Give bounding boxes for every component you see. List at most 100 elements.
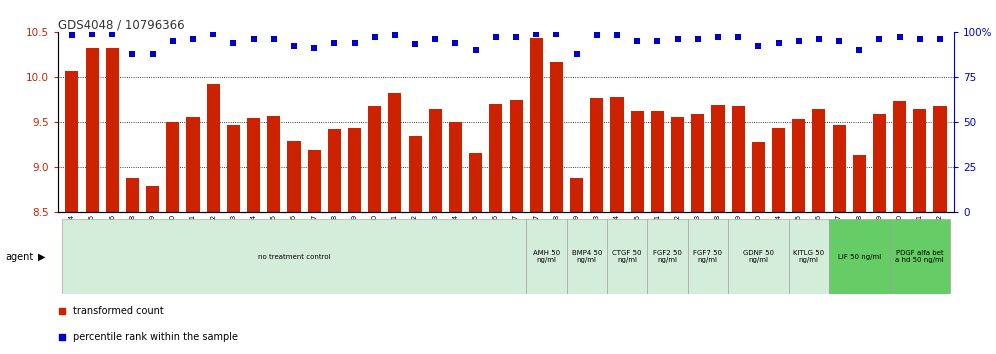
Bar bbox=[510, 101, 523, 354]
Bar bbox=[469, 153, 482, 354]
Bar bbox=[732, 106, 745, 354]
Bar bbox=[449, 122, 462, 354]
Bar bbox=[348, 127, 362, 354]
Point bbox=[891, 34, 907, 40]
Point bbox=[852, 47, 868, 53]
Bar bbox=[328, 129, 341, 354]
Bar bbox=[829, 219, 889, 294]
Bar bbox=[489, 104, 502, 354]
Point bbox=[669, 36, 685, 42]
Text: agent: agent bbox=[5, 252, 33, 262]
Bar bbox=[872, 114, 886, 354]
Point bbox=[750, 44, 766, 49]
Bar bbox=[106, 48, 119, 354]
Point bbox=[286, 44, 302, 49]
Bar bbox=[567, 219, 607, 294]
Point bbox=[387, 33, 403, 38]
Point bbox=[124, 51, 140, 56]
Point bbox=[165, 38, 181, 44]
Point bbox=[609, 33, 624, 38]
Bar bbox=[792, 119, 806, 354]
Text: ▶: ▶ bbox=[38, 252, 46, 262]
Bar bbox=[853, 155, 866, 354]
Point bbox=[831, 38, 847, 44]
Bar bbox=[526, 219, 567, 294]
Point bbox=[367, 34, 382, 40]
Point bbox=[407, 42, 423, 47]
Point bbox=[649, 38, 665, 44]
Bar bbox=[893, 101, 906, 354]
Bar bbox=[206, 84, 220, 354]
Point bbox=[447, 40, 463, 46]
Point bbox=[327, 40, 343, 46]
Bar bbox=[772, 127, 785, 354]
Bar bbox=[671, 117, 684, 354]
Text: PDGF alfa bet
a hd 50 ng/ml: PDGF alfa bet a hd 50 ng/ml bbox=[895, 250, 944, 263]
Text: GDNF 50
ng/ml: GDNF 50 ng/ml bbox=[743, 250, 774, 263]
Bar bbox=[913, 109, 926, 354]
Bar bbox=[62, 219, 526, 294]
Point bbox=[690, 36, 706, 42]
Bar bbox=[86, 48, 99, 354]
Point bbox=[569, 51, 585, 56]
Point bbox=[710, 34, 726, 40]
Point bbox=[730, 34, 746, 40]
Bar bbox=[607, 219, 647, 294]
Bar bbox=[647, 219, 687, 294]
Bar bbox=[125, 178, 139, 354]
Bar bbox=[611, 97, 623, 354]
Point bbox=[64, 33, 80, 38]
Point bbox=[347, 40, 363, 46]
Bar bbox=[687, 219, 728, 294]
Text: FGF7 50
ng/ml: FGF7 50 ng/ml bbox=[693, 250, 722, 263]
Bar bbox=[711, 105, 724, 354]
Point bbox=[266, 36, 282, 42]
Bar bbox=[166, 122, 179, 354]
Bar bbox=[752, 142, 765, 354]
Point bbox=[811, 36, 827, 42]
Point bbox=[549, 31, 565, 36]
Text: GDS4048 / 10796366: GDS4048 / 10796366 bbox=[58, 19, 184, 32]
Point bbox=[872, 36, 887, 42]
Bar bbox=[408, 136, 421, 354]
Bar bbox=[66, 71, 79, 354]
Bar bbox=[728, 219, 789, 294]
Text: no treatment control: no treatment control bbox=[258, 254, 331, 259]
Point bbox=[105, 31, 121, 36]
Point bbox=[791, 38, 807, 44]
Bar bbox=[691, 114, 704, 354]
Bar bbox=[789, 219, 829, 294]
Point bbox=[144, 51, 160, 56]
Text: FGF2 50
ng/ml: FGF2 50 ng/ml bbox=[653, 250, 682, 263]
Point bbox=[589, 33, 605, 38]
Text: KITLG 50
ng/ml: KITLG 50 ng/ml bbox=[793, 250, 825, 263]
Point bbox=[508, 34, 524, 40]
Bar bbox=[388, 93, 401, 354]
Bar bbox=[650, 111, 664, 354]
Bar bbox=[308, 150, 321, 354]
Point bbox=[932, 36, 948, 42]
Bar bbox=[833, 125, 846, 354]
Bar bbox=[146, 186, 159, 354]
Bar bbox=[530, 38, 543, 354]
Text: transformed count: transformed count bbox=[74, 306, 164, 316]
Point bbox=[246, 36, 262, 42]
Text: CTGF 50
ng/ml: CTGF 50 ng/ml bbox=[613, 250, 641, 263]
Bar bbox=[428, 109, 442, 354]
Bar bbox=[550, 62, 563, 354]
Bar bbox=[630, 111, 643, 354]
Point bbox=[185, 36, 201, 42]
Bar bbox=[267, 116, 280, 354]
Point bbox=[306, 45, 322, 51]
Point bbox=[771, 40, 787, 46]
Text: AMH 50
ng/ml: AMH 50 ng/ml bbox=[533, 250, 560, 263]
Bar bbox=[570, 178, 584, 354]
Point bbox=[205, 31, 221, 36]
Bar bbox=[227, 125, 240, 354]
Text: BMP4 50
ng/ml: BMP4 50 ng/ml bbox=[572, 250, 602, 263]
Bar bbox=[591, 98, 604, 354]
Point bbox=[225, 40, 241, 46]
Point bbox=[84, 31, 100, 36]
Text: LIF 50 ng/ml: LIF 50 ng/ml bbox=[838, 254, 880, 259]
Bar bbox=[933, 106, 946, 354]
